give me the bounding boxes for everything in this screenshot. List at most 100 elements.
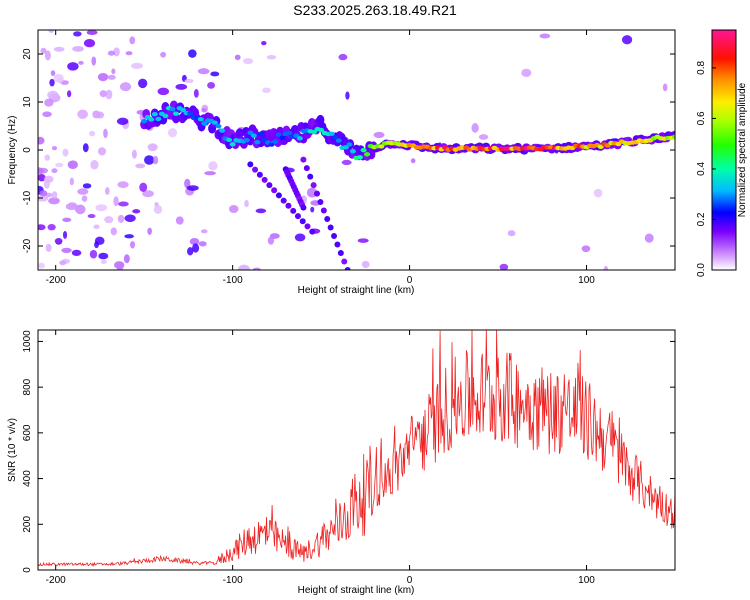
spectrogram-branch-cell: [271, 187, 278, 194]
spectrogram-noise-cell: [40, 47, 47, 54]
snr-y-tick-label: 200: [22, 516, 33, 533]
spectrogram-noise-cell: [53, 46, 65, 52]
spectrogram-track-core: [311, 129, 318, 135]
spectrogram-noise-cell: [507, 230, 516, 237]
snr-x-label: Height of straight line (km): [298, 585, 415, 596]
spectrogram-noise-cell: [38, 167, 44, 175]
spectrogram-noise-cell: [125, 51, 133, 56]
colorbar-tick-label: 0.2: [696, 212, 707, 226]
spectrogram-branch-cell: [314, 190, 321, 197]
spectrogram-x-tick-label: -100: [223, 275, 243, 286]
spectrogram-branch-cell: [252, 166, 259, 173]
spectrogram-noise-cell: [621, 35, 633, 45]
spectrogram-noise-cell: [54, 238, 63, 244]
spectrogram-track-core: [151, 111, 158, 117]
spectrogram-noise-cell: [77, 188, 89, 195]
spectrogram-noise-cell: [373, 131, 385, 139]
spectrogram-noise-cell: [116, 117, 129, 126]
spectrogram-branch-cell: [261, 176, 268, 183]
spectrogram-noise-cell: [142, 190, 154, 198]
spectrogram-noise-cell: [338, 53, 348, 61]
spectrogram-noise-cell: [123, 254, 130, 264]
spectrogram-noise-cell: [42, 111, 52, 118]
spectrogram-branch-cell: [309, 228, 316, 235]
spectrogram-noise-cell: [107, 74, 116, 80]
spectrogram-noise-cell: [119, 82, 132, 92]
spectrogram-noise-cell: [73, 31, 82, 37]
spectrogram-branch-cell: [247, 161, 254, 168]
spectrogram-noise-cell: [87, 213, 96, 219]
spectrogram-track-core: [364, 152, 371, 157]
spectrogram-noise-cell: [131, 62, 143, 69]
spectrogram-branch-cell: [310, 182, 317, 189]
spectrogram-noise-cell: [104, 216, 114, 224]
spectrogram-noise-cell: [38, 173, 46, 182]
spectrogram-noise-cell: [124, 214, 136, 222]
spectrogram-noise-cell: [66, 90, 72, 98]
spectrogram-noise-cell: [261, 41, 267, 46]
spectrogram-track-core: [346, 142, 353, 147]
spectrogram-noise-cell: [204, 171, 216, 176]
spectrogram-track-core: [162, 113, 169, 119]
spectrogram-branch-cell: [280, 197, 287, 204]
spectrogram-noise-cell: [262, 87, 271, 94]
spectrogram-track-core: [672, 134, 675, 139]
spectrogram-noise-cell: [71, 249, 82, 256]
spectrogram-branch-cell: [334, 241, 341, 248]
spectrogram-noise-cell: [90, 159, 99, 170]
spectrogram-noise-cell: [116, 262, 124, 270]
colorbar-tick-label: 0.8: [696, 61, 707, 75]
spectrogram-noise-cell: [294, 233, 306, 242]
spectrogram-track-core: [378, 144, 385, 149]
spectrogram-branch-cell: [275, 192, 282, 199]
spectrogram-noise-cell: [55, 162, 64, 168]
spectrogram-noise-cell: [147, 143, 158, 152]
spectrogram-track-core: [275, 132, 282, 137]
spectrogram-noise-cell: [98, 252, 109, 260]
spectrogram-x-tick-label: 0: [407, 275, 413, 286]
spectrogram-noise-cell: [100, 259, 107, 264]
spectrogram-noise-cell: [210, 71, 220, 77]
snr-frame: [37, 329, 676, 571]
spectrogram-noise-cell: [197, 68, 210, 75]
spectrogram-y-tick-label: -10: [22, 190, 33, 205]
spectrogram-noise-cell: [50, 70, 56, 76]
spectrogram-noise-cell: [95, 204, 108, 212]
spectrogram-noise-cell: [99, 90, 107, 98]
spectrogram-track-core: [226, 137, 233, 143]
spectrogram-noise-cell: [193, 89, 199, 98]
spectrogram-noise-cell: [188, 49, 197, 58]
spectrogram-noise-cell: [47, 223, 56, 231]
snr-y-tick-label: 1000: [22, 330, 33, 353]
spectrogram-x-label: Height of straight line (km): [298, 285, 415, 296]
spectrogram-noise-cell: [49, 78, 55, 87]
snr-y-tick-label: 400: [22, 470, 33, 487]
spectrogram-noise-cell: [117, 214, 125, 223]
spectrogram-noise-cell: [113, 47, 120, 57]
spectrogram-track-core: [272, 139, 279, 144]
spectrogram-noise-cell: [93, 224, 100, 230]
colorbar-ticks: 0.0 0.2 0.4 0.6 0.8: [696, 61, 716, 277]
spectrogram-branch-cell: [344, 267, 351, 270]
spectrogram-y-tick-label: 0: [22, 147, 33, 153]
spectrogram-noise-cell: [44, 154, 51, 161]
spectrogram-marks: [38, 30, 675, 270]
spectrogram-noise-cell: [603, 265, 609, 270]
snr-y-tick-label: 800: [22, 378, 33, 395]
spectrogram-noise-cell: [117, 181, 129, 189]
spectrogram-noise-cell: [82, 143, 89, 153]
spectrogram-noise-cell: [104, 187, 110, 195]
snr-x-tick-label: -200: [46, 575, 66, 586]
spectrogram-noise-cell: [38, 262, 45, 269]
spectrogram-noise-cell: [62, 148, 69, 157]
spectrogram-noise-cell: [97, 72, 109, 82]
spectrogram-track-core: [254, 139, 261, 145]
spectrogram-noise-cell: [252, 267, 261, 270]
spectrogram-noise-cell: [255, 208, 267, 214]
spectrogram-branch-cell: [324, 216, 331, 223]
spectrogram-noise-cell: [38, 195, 49, 202]
spectrogram-noise-cell: [47, 90, 59, 100]
spectrogram-noise-cell: [82, 183, 92, 189]
spectrogram-branch-cell: [307, 173, 314, 180]
